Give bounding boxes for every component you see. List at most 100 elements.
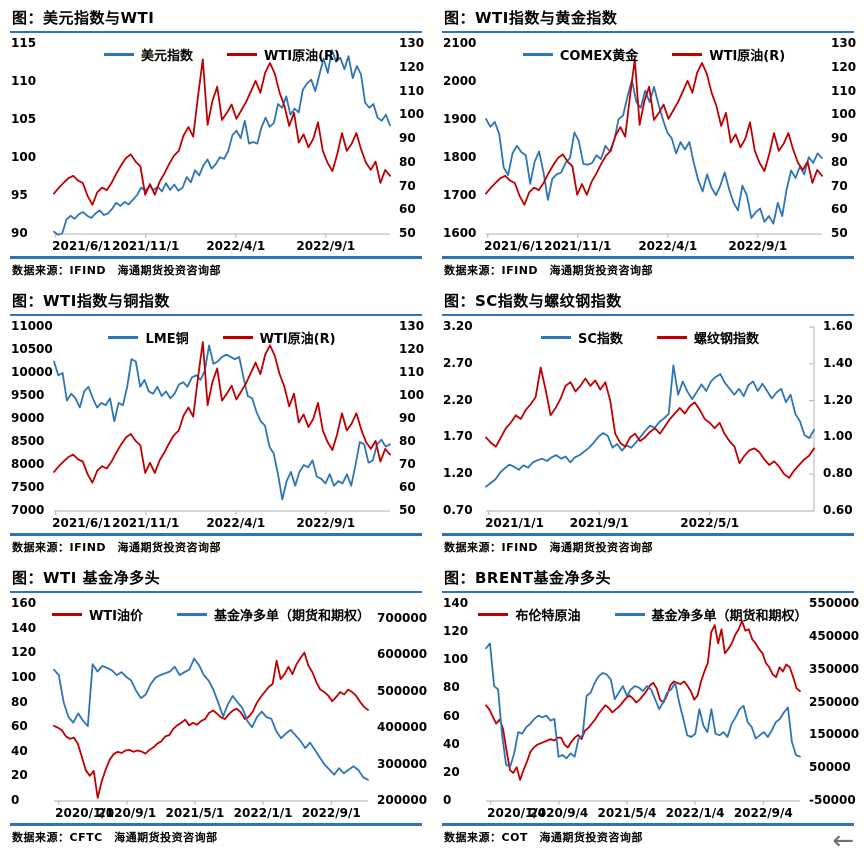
series-line-left: [53, 344, 391, 501]
chart-canvas: [53, 651, 369, 805]
series-line-left: [485, 619, 801, 781]
chart-canvas: [53, 341, 391, 515]
left-axis-tick-label: 20: [11, 768, 28, 783]
x-axis-tick-label: 2020/1/1: [55, 806, 115, 820]
x-axis-tick-label: 2022/9/4: [733, 806, 793, 820]
right-axis-tick-label: 300000: [377, 756, 428, 771]
right-axis-tick-label: 50000: [809, 760, 851, 775]
left-axis-tick-label: 80: [11, 694, 28, 709]
chart-canvas: [485, 619, 801, 805]
x-axis-tick-label: 2020/9/1: [97, 806, 157, 820]
chart-title: 图：美元指数与WTI: [10, 6, 422, 33]
right-axis-tick-label: 60: [399, 202, 416, 217]
x-axis-tick-label: 2022/1/1: [233, 806, 293, 820]
left-axis-tick-label: 105: [11, 112, 37, 126]
left-axis-tick-label: 0.70: [443, 503, 473, 517]
source-note: 数据来源：IFIND 海通期货投资咨询部: [10, 256, 422, 281]
right-axis-tick-label: 50: [399, 503, 416, 517]
left-axis-tick-label: 0: [443, 793, 452, 807]
left-axis-tick-label: 95: [11, 188, 28, 202]
chart-title: 图：SC指数与螺纹钢指数: [442, 289, 854, 316]
chart-canvas: [53, 49, 391, 238]
chart-wti-gold: 1600 1700 1800 1900 2000 2100 50 60 70 80 90 100 110…: [436, 34, 860, 256]
right-axis-tick-label: 120: [399, 342, 425, 356]
x-axis-tick-label: 2022/4/1: [638, 239, 698, 253]
x-axis-tick-label: 2021/11/1: [544, 239, 612, 253]
right-axis-tick-label: -50000: [809, 793, 856, 807]
right-axis-tick-label: 1.40: [823, 355, 853, 370]
panel-wti-gold: 图：WTI指数与黄金指数 1600 1700 1800 1900 2000 2100 50 6…: [432, 0, 864, 283]
right-axis-tick-label: 250000: [809, 694, 860, 709]
right-axis-tick-label: 1.00: [823, 429, 853, 444]
left-axis-tick-label: 120: [443, 624, 469, 639]
panel-usd-wti: 图：美元指数与WTI 90 95 100 105 110 115 50 60 70 80 90 100…: [0, 0, 432, 283]
right-axis-tick-label: 130: [831, 36, 857, 50]
right-axis-tick-label: 1.20: [823, 392, 853, 407]
right-axis-tick-label: 120: [399, 59, 425, 74]
series-line-right: [485, 366, 815, 479]
right-axis-tick-label: 110: [399, 365, 425, 379]
left-axis-tick-label: 2.70: [443, 355, 473, 370]
x-axis-tick-label: 2022/5/1: [680, 516, 740, 530]
right-axis-tick-label: 350000: [809, 661, 860, 676]
x-axis-tick-label: 2021/9/1: [569, 516, 629, 530]
right-axis-tick-label: 100: [831, 107, 857, 122]
right-axis-tick-label: 90: [399, 131, 416, 145]
chart-title: 图：WTI 基金净多头: [10, 566, 422, 593]
left-axis-tick-label: 10000: [11, 365, 53, 379]
chart-title: 图：WTI指数与黄金指数: [442, 6, 854, 33]
left-axis-tick-label: 2000: [443, 74, 477, 88]
right-axis-tick-label: 600000: [377, 647, 428, 662]
right-axis-tick-label: 120: [831, 59, 857, 74]
x-axis-tick-label: 2022/9/1: [301, 806, 361, 820]
right-axis-tick-label: 100: [399, 388, 425, 402]
chart-wti-fund-netlong: 0 20 40 60 80 100 120 140 160 200000 300000 400000 5…: [4, 594, 428, 823]
left-axis-tick-label: 1800: [443, 150, 477, 164]
left-axis-tick-label: 60: [443, 708, 460, 723]
left-axis-tick-label: 40: [11, 743, 28, 758]
left-axis-tick-label: 160: [11, 596, 37, 610]
right-axis-tick-label: 80: [399, 154, 416, 169]
right-axis-tick-label: 150000: [809, 727, 860, 742]
series-line-right: [53, 341, 391, 484]
right-axis-tick-label: 50: [399, 226, 416, 240]
chart-brent-fund-netlong: 0 20 40 60 80 100 120 140 -50000 50000 150000 25000…: [436, 594, 860, 823]
chart-canvas: [485, 58, 823, 238]
x-axis-tick-label: 2021/6/1: [52, 239, 112, 253]
right-axis-tick-label: 200000: [377, 793, 428, 807]
left-axis-tick-label: 80: [443, 680, 460, 695]
left-axis-tick-label: 110: [11, 74, 37, 88]
chart-sc-rebar: 0.70 1.20 1.70 2.20 2.70 3.20 0.60 0.80 1.00 1.20…: [436, 317, 860, 533]
right-axis-tick-label: 0.60: [823, 503, 853, 517]
left-axis-tick-label: 1900: [443, 112, 477, 126]
right-axis-tick-label: 130: [399, 36, 425, 50]
right-axis-tick-label: 100: [399, 107, 425, 122]
left-axis-tick-label: 0: [11, 793, 20, 807]
x-axis-tick-label: 2020/1/4: [487, 806, 547, 820]
x-axis-tick-label: 2021/5/4: [597, 806, 657, 820]
left-axis-tick-label: 40: [443, 736, 460, 751]
right-axis-tick-label: 1.60: [823, 319, 853, 333]
back-arrow-icon[interactable]: ←: [832, 826, 854, 856]
source-note: 数据来源：IFIND 海通期货投资咨询部: [10, 533, 422, 558]
right-axis-tick-label: 400000: [377, 720, 428, 735]
left-axis-tick-label: 120: [11, 645, 37, 660]
left-axis-tick-label: 100: [11, 669, 37, 684]
left-axis-tick-label: 9500: [11, 388, 45, 402]
source-note: 数据来源：CFTC 海通期货投资咨询部: [10, 823, 422, 848]
x-axis-tick-label: 2020/9/4: [529, 806, 589, 820]
left-axis-tick-label: 1600: [443, 226, 477, 240]
panel-brent-fund-netlong: 图：BRENT基金净多头 0 20 40 60 80 100 120 140 -50000 500…: [432, 560, 864, 850]
left-axis-tick-label: 115: [11, 36, 37, 50]
left-axis-tick-label: 8000: [11, 457, 45, 471]
left-axis-tick-label: 2100: [443, 36, 477, 50]
left-axis-tick-label: 60: [11, 719, 28, 734]
x-axis-tick-label: 2022/4/1: [206, 516, 266, 530]
right-axis-tick-label: 60: [399, 480, 416, 494]
left-axis-tick-label: 11000: [11, 319, 53, 333]
source-note: 数据来源：IFIND 海通期货投资咨询部: [442, 256, 854, 281]
right-axis-tick-label: 70: [399, 457, 416, 471]
left-axis-tick-label: 90: [11, 226, 28, 240]
left-axis-tick-label: 7500: [11, 480, 45, 494]
